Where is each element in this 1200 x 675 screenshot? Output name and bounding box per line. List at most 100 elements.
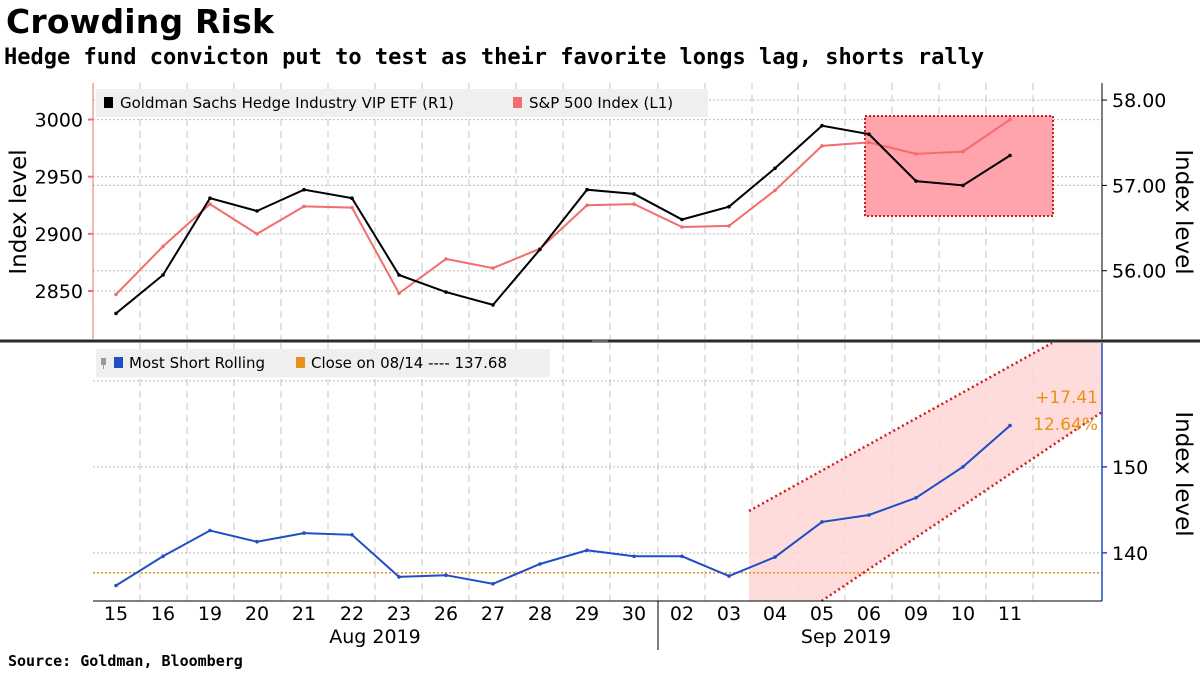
x-tick-label: 30 <box>622 603 646 625</box>
change-percent-label: 12.64% <box>1033 415 1098 435</box>
etf-point <box>773 166 777 171</box>
top-panel: 2850 2900 2950 3000 56.00 57.00 58.00 Goldman… <box>6 83 1196 339</box>
spx-point <box>161 244 165 249</box>
etf-point <box>820 123 824 128</box>
bottom-right-tick-label: 150 <box>1112 457 1148 479</box>
bottom-right-axis-label: Index level <box>1170 411 1196 536</box>
short-legend-label: Most Short Rolling <box>129 354 265 372</box>
top-left-axis-label: Index level <box>6 149 32 274</box>
etf-line <box>115 124 1011 315</box>
most-short-point <box>961 465 965 469</box>
change-points-label: +17.41 <box>1035 388 1098 408</box>
spx-point <box>961 149 965 154</box>
bottom-legend-bg <box>96 349 550 377</box>
month-label-aug: Aug 2019 <box>329 626 421 648</box>
x-tick-label: 09 <box>904 603 928 625</box>
most-short-point <box>208 528 212 533</box>
most-short-point <box>161 554 165 559</box>
spx-point <box>114 292 118 297</box>
spx-point <box>397 291 401 296</box>
short-legend-swatch <box>114 357 123 368</box>
reference-legend-label: Close on 08/14 ---- 137.68 <box>311 354 507 372</box>
x-tick-label: 26 <box>434 603 458 625</box>
spx-point <box>491 266 495 270</box>
bottom-right-tick-label: 140 <box>1112 543 1148 565</box>
most-short-point <box>491 582 495 586</box>
x-tick-label: 19 <box>198 603 222 625</box>
most-short-point <box>867 513 871 517</box>
bottom-series-lines <box>93 423 1102 588</box>
left-tick-label: 3000 <box>35 110 83 132</box>
x-tick-label: 16 <box>151 603 175 625</box>
spx-point <box>444 257 448 261</box>
etf-point <box>208 196 212 200</box>
spx-point <box>350 205 354 210</box>
most-short-point <box>444 573 448 577</box>
x-tick-label: 20 <box>245 603 269 625</box>
x-tick-label: 06 <box>857 603 881 625</box>
x-tick-label: 23 <box>387 603 411 625</box>
left-tick-label: 2900 <box>35 224 83 246</box>
most-short-line <box>115 424 1011 587</box>
x-tick-label: 29 <box>575 603 599 625</box>
right-tick-label: 56.00 <box>1112 261 1166 283</box>
x-tick-label: 04 <box>763 603 787 625</box>
spx-point <box>820 144 824 148</box>
spx-point <box>914 152 918 156</box>
right-tick-label: 57.00 <box>1112 175 1166 197</box>
bottom-panel: 140 150 Most Short Rolling Close on 08/14… <box>93 341 1196 603</box>
x-tick-label: 03 <box>717 603 741 625</box>
etf-point <box>538 247 542 252</box>
etf-point <box>867 132 871 136</box>
x-tick-label: 15 <box>104 603 128 625</box>
channel-fill <box>749 343 1102 601</box>
trend-channel <box>748 341 1103 603</box>
etf-legend-swatch <box>104 97 113 108</box>
source-note: Source: Goldman, Bloomberg <box>8 652 243 670</box>
spx-point <box>1008 117 1012 122</box>
x-tick-label: 21 <box>292 603 316 625</box>
spx-legend-swatch <box>513 97 522 108</box>
top-right-axis-label: Index level <box>1170 149 1196 274</box>
most-short-point <box>773 555 777 559</box>
etf-point <box>491 303 495 307</box>
etf-point <box>1008 153 1012 158</box>
pin-icon[interactable] <box>101 358 106 369</box>
highlight-box <box>864 115 1054 217</box>
left-tick-label: 2850 <box>35 281 83 303</box>
highlight-box-rect <box>864 115 1054 217</box>
spx-line <box>115 118 1011 296</box>
etf-point <box>302 187 306 192</box>
most-short-point <box>1008 423 1012 428</box>
chart-title: Crowding Risk <box>6 2 275 41</box>
spx-point <box>632 202 636 206</box>
etf-legend-label: Goldman Sachs Hedge Industry VIP ETF (R1… <box>120 94 454 112</box>
spx-point <box>208 202 212 206</box>
etf-point <box>444 290 448 294</box>
etf-point <box>727 204 731 209</box>
etf-point <box>914 179 918 183</box>
most-short-point <box>585 548 589 553</box>
x-tick-label: 02 <box>670 603 694 625</box>
left-y-axis: 2850 2900 2950 3000 <box>35 83 94 339</box>
spx-point <box>255 232 259 236</box>
spx-point <box>773 188 777 193</box>
top-legend-bg <box>96 89 708 117</box>
spx-point <box>302 204 306 209</box>
x-tick-label: 11 <box>998 603 1022 625</box>
most-short-point <box>397 575 401 579</box>
most-short-point <box>632 554 636 559</box>
chart-subtitle: Hedge fund convicton put to test as thei… <box>4 45 985 70</box>
right-tick-label: 58.00 <box>1112 90 1166 112</box>
most-short-point <box>820 520 824 524</box>
most-short-point <box>350 533 354 537</box>
most-short-point <box>727 574 731 578</box>
most-short-point <box>114 583 118 588</box>
most-short-point <box>255 539 259 544</box>
most-short-point <box>302 531 306 535</box>
channel-lower-edge <box>820 410 1103 603</box>
spx-point <box>680 225 684 229</box>
x-tick-label: 28 <box>528 603 552 625</box>
x-axis: Aug 2019 Sep 2019 15 16 19 20 21 22 23 26 27 28 29… <box>93 600 1102 650</box>
